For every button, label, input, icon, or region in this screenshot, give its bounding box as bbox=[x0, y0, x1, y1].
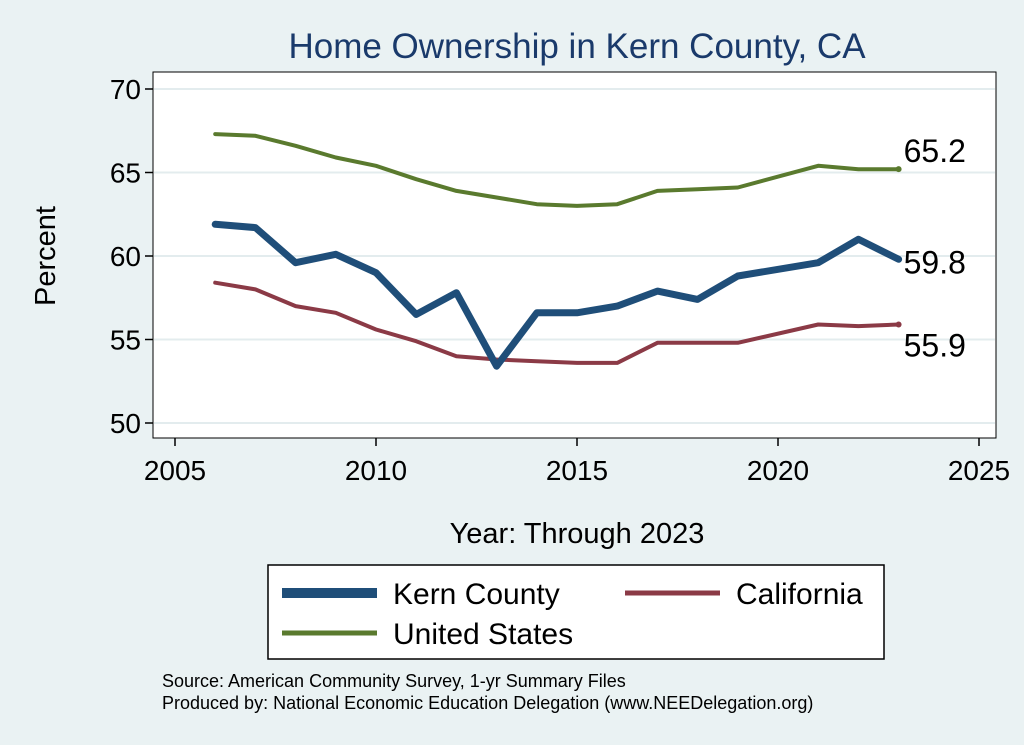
legend-box bbox=[267, 564, 885, 660]
series-end-marker-united-states bbox=[895, 166, 902, 173]
y-tick-label-50: 50 bbox=[110, 408, 141, 439]
producer-note: Produced by: National Economic Education… bbox=[162, 693, 813, 713]
x-tick-label-2005: 2005 bbox=[144, 455, 206, 486]
series-line-kern-county bbox=[211, 220, 903, 370]
y-tick-label-65: 65 bbox=[110, 158, 141, 189]
y-axis-title: Percent bbox=[30, 206, 62, 306]
series-line-united-states bbox=[213, 132, 901, 208]
series-end-marker-california bbox=[895, 321, 902, 328]
x-tick-label-2025: 2025 bbox=[948, 455, 1010, 486]
x-axis-title: Year: Through 2023 bbox=[450, 518, 705, 550]
y-tick-label-55: 55 bbox=[110, 325, 141, 356]
end-label-california: 55.9 bbox=[904, 327, 966, 363]
x-tick-label-2010: 2010 bbox=[345, 455, 407, 486]
axes: 50 55 60 65 70 2005 2010 2015 2020 2025 bbox=[110, 74, 1010, 486]
end-label-united-states: 65.2 bbox=[904, 133, 966, 169]
series-end-marker-kern-county bbox=[895, 256, 902, 263]
grid-lines bbox=[154, 88, 995, 424]
end-label-kern-county: 59.8 bbox=[904, 244, 966, 280]
end-labels: 59.8 55.9 65.2 bbox=[904, 133, 966, 363]
legend-label-kern-county: Kern County bbox=[393, 578, 560, 611]
legend-label-california: California bbox=[736, 578, 863, 611]
x-tick-label-2015: 2015 bbox=[546, 455, 608, 486]
chart-title: Home Ownership in Kern County, CA bbox=[288, 27, 866, 66]
legend-label-united-states: United States bbox=[393, 618, 573, 651]
series-line-california bbox=[213, 280, 901, 365]
series-lines bbox=[211, 132, 903, 370]
y-tick-label-60: 60 bbox=[110, 241, 141, 272]
x-tick-label-2020: 2020 bbox=[747, 455, 809, 486]
legend: Kern County California United States bbox=[267, 564, 885, 660]
y-tick-label-70: 70 bbox=[110, 74, 141, 105]
source-note: Source: American Community Survey, 1-yr … bbox=[162, 671, 626, 691]
